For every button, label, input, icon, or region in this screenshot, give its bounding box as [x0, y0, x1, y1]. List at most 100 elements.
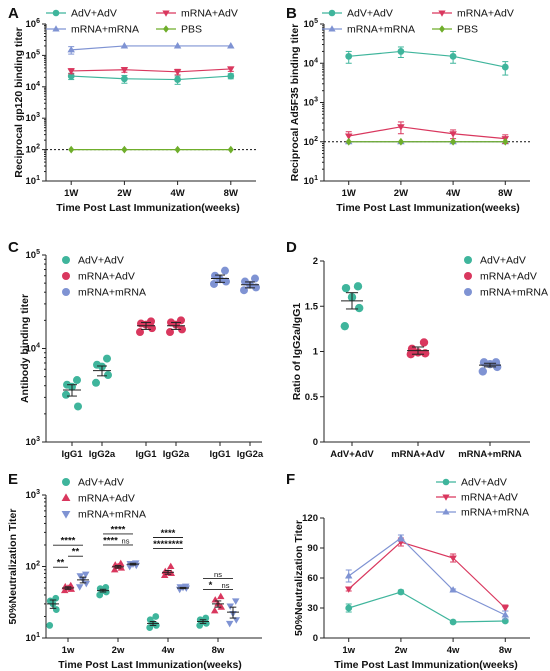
- data-point: [120, 67, 129, 74]
- x-tick-label: 2w: [395, 645, 408, 656]
- x-tick-label: 4W: [170, 188, 184, 199]
- legend-entry: mRNA+mRNA: [78, 509, 146, 521]
- legend-entry: mRNA+mRNA: [480, 287, 548, 299]
- data-point: [340, 321, 349, 331]
- data-point: [147, 317, 155, 326]
- data-point: [173, 69, 182, 76]
- legend-marker: [163, 25, 169, 33]
- significance-label: **: [57, 558, 65, 569]
- data-point: [491, 358, 501, 367]
- legend-marker: [62, 288, 70, 296]
- legend-entry: AdV+AdV: [347, 8, 393, 20]
- y-tick-label: 101: [304, 175, 319, 187]
- legend-marker: [52, 25, 60, 32]
- y-axis-label: Antibody binding titer: [19, 294, 31, 403]
- x-tick-label: 1W: [64, 188, 78, 199]
- y-tick-label: 105: [26, 49, 41, 61]
- data-point: [341, 283, 351, 293]
- data-point: [167, 562, 175, 570]
- x-tick-label: mRNA+AdV: [391, 449, 445, 460]
- legend-entry: mRNA+mRNA: [347, 24, 415, 36]
- series-line: [348, 50, 506, 68]
- significance-label: ****: [61, 536, 76, 547]
- data-point: [76, 573, 84, 580]
- data-point: [62, 390, 70, 399]
- data-point: [449, 52, 457, 60]
- legend-entry: mRNA+AdV: [457, 8, 514, 20]
- legend-entry: mRNA+AdV: [78, 493, 135, 505]
- data-point: [217, 603, 226, 610]
- data-point: [251, 274, 259, 283]
- legend-marker: [52, 9, 60, 17]
- y-tick-label: 60: [307, 573, 318, 584]
- data-point: [67, 68, 75, 75]
- series-line: [348, 591, 506, 623]
- x-tick-label: 8w: [212, 645, 225, 656]
- data-point: [345, 137, 352, 146]
- x-tick-label: 8W: [224, 188, 238, 199]
- data-point: [449, 618, 457, 626]
- x-tick-label: 4w: [162, 645, 175, 656]
- y-axis-label: Reciprocal Ad5F35 binding titer: [289, 24, 301, 182]
- y-tick-label: 2: [313, 256, 318, 267]
- y-tick-label: 104: [26, 343, 41, 355]
- data-point: [344, 586, 353, 593]
- y-tick-label: 120: [302, 513, 318, 524]
- legend-entry: AdV+AdV: [461, 477, 507, 489]
- significance-label: ns: [222, 581, 230, 590]
- y-tick-label: 104: [26, 81, 41, 93]
- y-tick-label: 104: [304, 57, 319, 69]
- panel-label: B: [286, 5, 297, 22]
- significance-label: ****: [168, 539, 183, 550]
- y-tick-label: 103: [26, 112, 41, 124]
- data-point: [152, 613, 160, 620]
- data-point: [182, 583, 190, 591]
- x-tick-label: 8w: [499, 645, 512, 656]
- data-point: [177, 316, 185, 325]
- significance-label: ****: [161, 528, 176, 539]
- data-point: [241, 277, 249, 286]
- data-point: [166, 328, 174, 337]
- legend-marker: [442, 478, 450, 486]
- panel-label: C: [8, 239, 19, 256]
- legend-marker: [439, 25, 445, 33]
- data-point: [227, 72, 235, 80]
- significance-label: *: [209, 580, 213, 591]
- data-point: [501, 611, 510, 618]
- data-point: [75, 584, 84, 591]
- data-point: [449, 555, 457, 562]
- x-tick-label: 4W: [446, 188, 460, 199]
- data-point: [449, 131, 457, 138]
- legend-marker: [464, 256, 472, 264]
- y-tick-label: 105: [26, 249, 41, 261]
- data-point: [211, 271, 219, 280]
- data-point: [227, 145, 234, 154]
- data-point: [227, 42, 235, 49]
- data-point: [501, 63, 509, 71]
- y-axis-label: Reciprocal gp120 binding titer: [13, 27, 25, 178]
- x-tick-label: mRNA+mRNA: [458, 449, 522, 460]
- x-tick-label: IgG1: [135, 449, 157, 460]
- data-point: [345, 52, 353, 60]
- y-axis-label: Ratio of IgG2a/IgG1: [291, 303, 303, 401]
- y-tick-label: 101: [26, 175, 41, 187]
- x-tick-label: 1W: [342, 188, 356, 199]
- data-point: [104, 371, 112, 380]
- y-tick-label: 101: [26, 632, 41, 644]
- legend-marker: [442, 508, 450, 515]
- panel-E: E 101 102 103 50%Neutralization Titer 1w 2w 4w 8…: [7, 471, 262, 671]
- data-point: [345, 604, 353, 612]
- data-point: [353, 282, 363, 291]
- significance-label: ****: [153, 539, 168, 550]
- legend-marker: [62, 478, 70, 486]
- legend-entry: AdV+AdV: [78, 477, 124, 489]
- data-point: [74, 402, 82, 411]
- data-point: [82, 571, 90, 579]
- x-tick-label: AdV+AdV: [330, 449, 374, 460]
- data-point: [421, 349, 430, 358]
- data-point: [227, 66, 235, 73]
- data-point: [221, 266, 229, 275]
- legend-entry: mRNA+AdV: [78, 271, 135, 283]
- x-axis-label: Time Post Last Immunization(weeks): [336, 202, 520, 214]
